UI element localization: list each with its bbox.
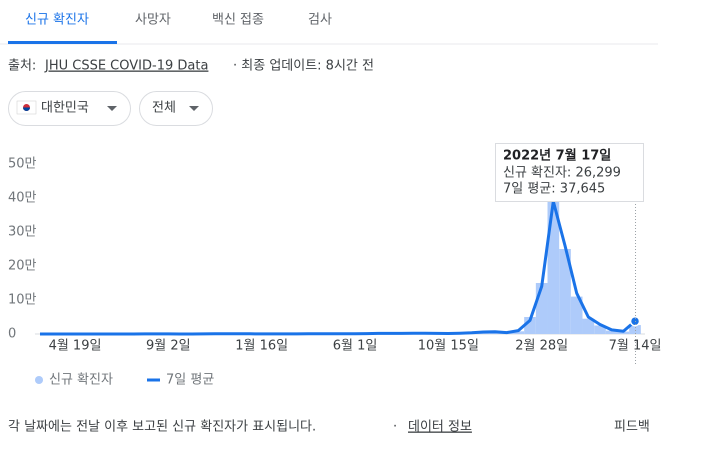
flag-icon	[17, 101, 36, 114]
tab[interactable]: 사망자	[135, 13, 171, 28]
feedback[interactable]: 피드백	[614, 420, 650, 435]
tab[interactable]: 백신 접종	[212, 13, 264, 28]
tab[interactable]: 신규 확진자	[25, 13, 89, 28]
filter-button[interactable]	[140, 92, 213, 126]
tooltip-date: 2022년 7월 17일	[503, 148, 611, 164]
chart: 0 10만 20만 30만 40만 50만 4월 19일 9월 2일 1월 16일 6월 1일 10…	[8, 144, 661, 388]
legend-label: 신규 확진자	[49, 373, 113, 388]
x-tick-label: 1월 16일	[235, 339, 288, 354]
y-tick-label: 0	[8, 327, 16, 342]
legend-swatch	[35, 376, 43, 384]
footer-separator: ·	[393, 420, 397, 435]
x-tick-label: 4월 19일	[49, 339, 102, 354]
x-tick-label: 10월 15일	[418, 339, 479, 354]
y-tick-label: 10만	[8, 293, 37, 308]
y-tick-label: 40만	[8, 191, 37, 206]
legend-label: 7일 평균	[166, 373, 214, 388]
tab[interactable]: 검사	[308, 13, 332, 28]
footer-note: 각 날짜에는 전날 이후 보고된 신규 확진자가 표시됩니다.	[8, 420, 316, 435]
y-tick-label: 30만	[8, 225, 37, 240]
filter-label: 전체	[152, 101, 176, 116]
filter-label: 대한민국	[41, 101, 89, 116]
legend-swatch	[147, 379, 160, 382]
footer-link[interactable]: 데이터 정보	[408, 420, 472, 435]
tooltip-line: 7일 평균: 37,645	[503, 182, 605, 197]
source-updated: · 최종 업데이트: 8시간 전	[233, 59, 374, 74]
x-tick-label: 9월 2일	[146, 339, 191, 354]
tab-indicator	[8, 41, 117, 44]
y-tick-label: 50만	[8, 157, 37, 172]
tooltip-line: 신규 확진자: 26,299	[503, 166, 621, 181]
source-prefix: 출처:	[8, 59, 36, 74]
x-tick-label: 6월 1일	[333, 339, 378, 354]
x-tick-label: 2월 28일	[515, 339, 568, 354]
source-link[interactable]: JHU CSSE COVID-19 Data	[44, 59, 208, 74]
y-tick-label: 20만	[8, 259, 37, 274]
